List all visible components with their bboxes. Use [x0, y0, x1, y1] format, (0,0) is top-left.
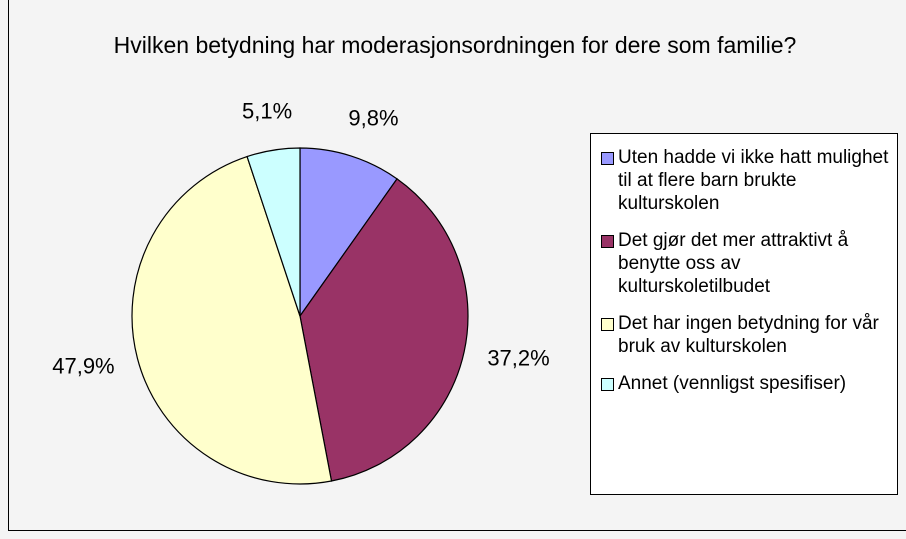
- pie-slice: [246, 147, 301, 317]
- legend-swatch: [601, 235, 614, 248]
- pie-slice: [131, 155, 333, 485]
- legend-item: Det gjør det mer attraktivt å benytte os…: [601, 229, 891, 298]
- data-label: 37,2%: [487, 345, 549, 370]
- legend: Uten hadde vi ikke hatt mulighet til at …: [590, 133, 898, 495]
- data-label: 9,8%: [348, 105, 398, 130]
- legend-item: Uten hadde vi ikke hatt mulighet til at …: [601, 146, 891, 215]
- legend-swatch: [601, 152, 614, 165]
- legend-label: Det har ingen betydning for vår bruk av …: [618, 313, 879, 357]
- data-label: 5,1%: [242, 98, 292, 123]
- chart-title: Hvilken betydning har moderasjonsordning…: [113, 32, 797, 58]
- legend-label: Uten hadde vi ikke hatt mulighet til at …: [618, 147, 889, 214]
- pie-slice: [299, 147, 398, 318]
- legend-swatch: [601, 378, 614, 391]
- pie-slice: [299, 178, 469, 482]
- legend-item: Annet (vennligst spesifiser): [601, 372, 891, 395]
- legend-swatch: [601, 318, 614, 331]
- legend-label: Annet (vennligst spesifiser): [618, 373, 847, 394]
- data-label: 47,9%: [52, 354, 114, 379]
- legend-label: Det gjør det mer attraktivt å benytte os…: [618, 230, 849, 297]
- legend-item: Det har ingen betydning for vår bruk av …: [601, 312, 891, 358]
